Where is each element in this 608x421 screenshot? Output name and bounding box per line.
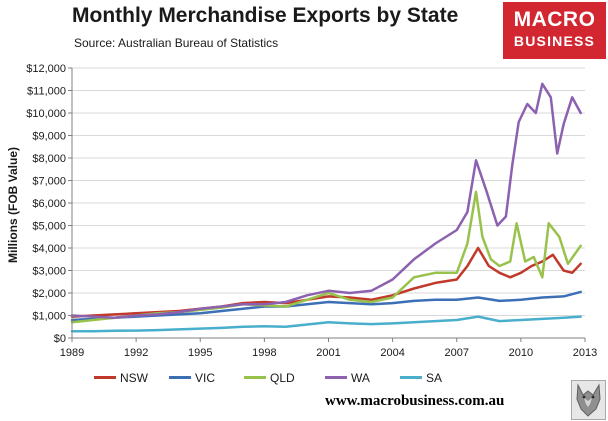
x-tick-label: 1989	[60, 347, 84, 359]
series-line-nsw	[70, 246, 582, 318]
legend-swatch	[169, 376, 191, 379]
y-tick-label: $6,000	[32, 198, 66, 210]
site-url[interactable]: www.macrobusiness.com.au	[325, 393, 505, 409]
legend-swatch	[94, 376, 116, 379]
y-tick-label: $9,000	[32, 131, 66, 143]
y-tick-label: $10,000	[26, 108, 66, 120]
x-tick-label: 1998	[252, 347, 276, 359]
x-tick-label: 1992	[124, 347, 148, 359]
y-tick-label: $3,000	[32, 266, 66, 278]
logo-line-macro: MACRO	[513, 8, 596, 31]
y-tick-label: $8,000	[32, 153, 66, 165]
y-tick-label: $5,000	[32, 221, 66, 233]
y-tick-label: $1,000	[32, 311, 66, 323]
y-tick-label: $0	[54, 333, 66, 345]
chart-subtitle: Source: Australian Bureau of Statistics	[74, 36, 279, 50]
x-tick-label: 2013	[573, 347, 597, 359]
legend-swatch	[325, 376, 347, 379]
legend-swatch	[244, 376, 266, 379]
legend-label: QLD	[270, 371, 295, 385]
legend-label: SA	[426, 371, 443, 385]
y-tick-label: $2,000	[32, 288, 66, 300]
wolf-icon	[571, 380, 606, 420]
y-tick-label: $12,000	[26, 63, 66, 75]
series-line-wa	[70, 82, 582, 320]
chart-title: Monthly Merchandise Exports by State	[72, 4, 459, 27]
y-tick-label: $4,000	[32, 243, 66, 255]
macrobusiness-logo[interactable]: MACRO BUSINESS	[503, 2, 606, 59]
series-lines	[70, 82, 582, 333]
x-tick-label: 2010	[509, 347, 533, 359]
x-tick-label: 2004	[380, 347, 404, 359]
legend-label: NSW	[120, 371, 148, 385]
line-chart: $0 $1,000 $2,000 $3,000 $4,000 $5,000 $6,000 $7…	[6, 63, 597, 359]
y-axis-label: Millions (FOB Value)	[6, 147, 20, 263]
legend-label: VIC	[195, 371, 216, 385]
series-line-sa	[70, 315, 582, 333]
legend-swatch	[400, 376, 422, 379]
x-tick-label: 1995	[188, 347, 212, 359]
legend-label: WA	[351, 371, 370, 385]
y-tick-label: $11,000	[27, 86, 66, 98]
y-tick-label: $7,000	[32, 176, 66, 188]
x-tick-label: 2007	[445, 347, 469, 359]
axes: $0 $1,000 $2,000 $3,000 $4,000 $5,000 $6,000 $7…	[26, 63, 597, 359]
x-tick-label: 2001	[316, 347, 340, 359]
logo-line-business: BUSINESS	[513, 33, 596, 49]
